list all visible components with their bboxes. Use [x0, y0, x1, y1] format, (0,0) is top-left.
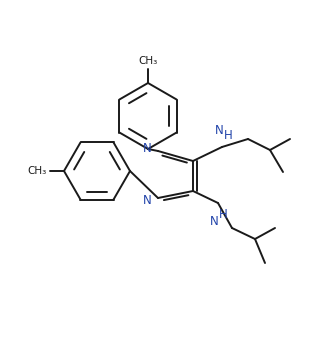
Text: H: H: [219, 208, 228, 221]
Text: CH₃: CH₃: [138, 56, 158, 66]
Text: N: N: [210, 215, 218, 228]
Text: N: N: [143, 193, 152, 207]
Text: H: H: [224, 129, 233, 142]
Text: N: N: [143, 143, 152, 155]
Text: CH₃: CH₃: [28, 166, 47, 176]
Text: N: N: [215, 124, 223, 137]
